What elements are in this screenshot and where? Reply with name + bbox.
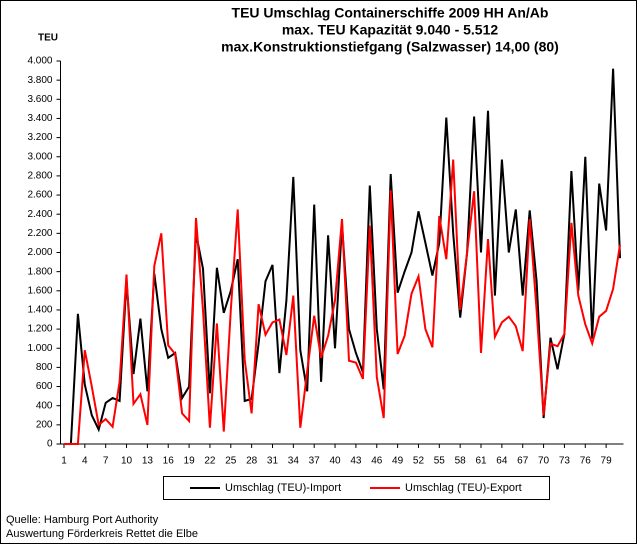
x-tick-label: 49: [392, 456, 404, 467]
x-tick-label: 37: [309, 456, 321, 467]
legend: [163, 476, 550, 500]
x-tick-label: 46: [371, 456, 383, 467]
chart-title: TEU Umschlag Containerschiffe 2009 HH An…: [232, 5, 549, 21]
y-tick-label: 3.400: [27, 113, 52, 124]
legend-label: Umschlag (TEU)-Import: [225, 482, 341, 494]
x-tick-label: 79: [601, 456, 613, 467]
y-tick-label: 2.800: [27, 171, 52, 182]
y-tick-label: 3.800: [27, 75, 52, 86]
y-tick-label: 0: [47, 439, 53, 450]
x-tick-label: 73: [559, 456, 571, 467]
y-tick-label: 3.000: [27, 151, 52, 162]
y-tick-label: 2.200: [27, 228, 52, 239]
chart-subtitle: max.Konstruktionstiefgang (Salzwasser) 1…: [221, 39, 559, 55]
y-axis-label: TEU: [38, 33, 58, 44]
x-tick-label: 52: [413, 456, 425, 467]
y-tick-label: 1.600: [27, 285, 52, 296]
legend-label: Umschlag (TEU)-Export: [405, 482, 522, 494]
source: Quelle: Hamburg Port Authority: [6, 514, 159, 526]
x-tick-label: 13: [142, 456, 154, 467]
x-tick-label: 67: [517, 456, 529, 467]
x-tick-label: 19: [184, 456, 196, 467]
y-tick-label: 1.000: [27, 343, 52, 354]
x-tick-label: 40: [329, 456, 341, 467]
x-tick-label: 58: [455, 456, 467, 467]
source: Auswertung Förderkreis Rettet die Elbe: [6, 528, 198, 540]
line-series: [64, 159, 621, 445]
y-tick-label: 1.400: [27, 305, 52, 316]
y-tick-label: 1.200: [27, 324, 52, 335]
x-tick-label: 7: [103, 456, 109, 467]
y-tick-label: 400: [36, 400, 53, 411]
y-tick-label: 2.400: [27, 209, 52, 220]
x-tick-label: 61: [475, 456, 487, 467]
y-tick-label: 4.000: [27, 56, 52, 67]
y-tick-label: 800: [36, 362, 53, 373]
x-tick-label: 22: [204, 456, 216, 467]
x-tick-label: 25: [225, 456, 237, 467]
x-tick-label: 28: [246, 456, 258, 467]
x-tick-label: 31: [267, 456, 279, 467]
x-tick-label: 55: [434, 456, 446, 467]
y-tick-label: 600: [36, 381, 53, 392]
x-tick-label: 1: [61, 456, 67, 467]
y-tick-label: 3.200: [27, 132, 52, 143]
x-tick-label: 76: [580, 456, 592, 467]
x-tick-label: 4: [82, 456, 88, 467]
y-tick-label: 1.800: [27, 266, 52, 277]
x-tick-label: 10: [121, 456, 133, 467]
y-tick-label: 2.000: [27, 247, 52, 258]
x-tick-label: 34: [288, 456, 300, 467]
y-tick-label: 200: [36, 419, 53, 430]
x-tick-label: 64: [496, 456, 508, 467]
y-tick-label: 3.600: [27, 94, 52, 105]
x-tick-label: 70: [538, 456, 550, 467]
x-tick-label: 16: [163, 456, 175, 467]
chart-subtitle: max. TEU Kapazität 9.040 - 5.512: [282, 22, 499, 38]
y-tick-label: 2.600: [27, 190, 52, 201]
x-tick-label: 43: [350, 456, 362, 467]
